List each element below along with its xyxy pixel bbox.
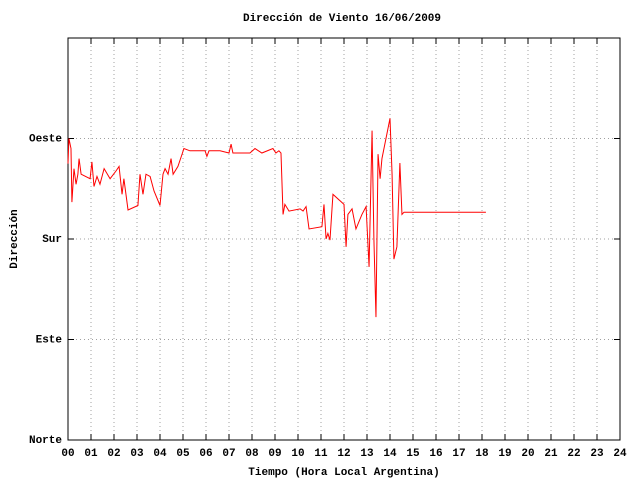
y-axis-label: Dirección bbox=[9, 209, 21, 268]
x-tick-label: 16 bbox=[429, 448, 442, 460]
x-tick-label: 19 bbox=[498, 448, 511, 460]
plot-border bbox=[67, 37, 621, 441]
x-tick-label: 15 bbox=[406, 448, 420, 460]
x-axis-label: Tiempo (Hora Local Argentina) bbox=[248, 467, 439, 479]
x-tick-label: 07 bbox=[222, 448, 235, 460]
x-tick-label: 04 bbox=[153, 448, 167, 460]
y-tick-label: Sur bbox=[42, 234, 62, 246]
x-tick-label: 06 bbox=[199, 448, 212, 460]
x-tick-label: 14 bbox=[383, 448, 397, 460]
x-tick-label: 23 bbox=[590, 448, 604, 460]
y-tick-label: Este bbox=[36, 334, 63, 346]
x-tick-label: 00 bbox=[61, 448, 74, 460]
y-tick-label: Norte bbox=[29, 435, 62, 447]
x-tick-label: 22 bbox=[567, 448, 580, 460]
x-tick-label: 01 bbox=[84, 448, 98, 460]
x-tick-label: 02 bbox=[107, 448, 120, 460]
x-tick-label: 24 bbox=[613, 448, 627, 460]
x-tick-label: 18 bbox=[475, 448, 489, 460]
x-tick-label: 12 bbox=[337, 448, 350, 460]
chart-title: Dirección de Viento 16/06/2009 bbox=[243, 13, 441, 25]
x-tick-label: 20 bbox=[521, 448, 534, 460]
x-tick-label: 13 bbox=[360, 448, 374, 460]
x-tick-label: 10 bbox=[291, 448, 304, 460]
x-tick-label: 09 bbox=[268, 448, 281, 460]
x-tick-label: 03 bbox=[130, 448, 144, 460]
x-tick-label: 21 bbox=[544, 448, 558, 460]
x-tick-label: 08 bbox=[245, 448, 259, 460]
x-tick-label: 05 bbox=[176, 448, 190, 460]
x-tick-label: 17 bbox=[452, 448, 465, 460]
data-line bbox=[67, 118, 486, 318]
y-tick-label: Oeste bbox=[29, 133, 62, 145]
x-tick-label: 11 bbox=[314, 448, 328, 460]
